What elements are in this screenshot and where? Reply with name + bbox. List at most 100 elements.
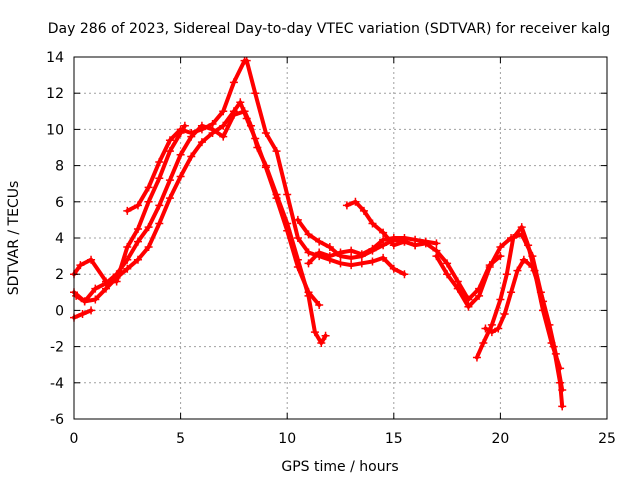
series-line [125,58,407,277]
data-point-marker [144,197,153,206]
data-point-marker [558,386,567,395]
data-point-marker [155,219,164,228]
data-point-marker [487,328,496,337]
data-point-marker [176,129,185,138]
data-point-marker [78,310,87,319]
y-tick-label: 6 [55,195,64,211]
data-point-marker [315,300,324,309]
data-point-marker [208,129,217,138]
data-point-marker [464,302,473,311]
data-point-marker [443,270,452,279]
axis-ticks [73,56,608,420]
series-track-4 [70,121,189,286]
data-point-marker [80,297,89,306]
data-point-marker [293,262,302,271]
data-point-marker [336,259,345,268]
data-point-marker [500,310,509,319]
y-tick-label: -6 [50,412,64,428]
x-axis-label: GPS time / hours [281,459,398,475]
data-point-marker [219,132,228,141]
series-track-7 [304,234,441,268]
data-point-marker [325,252,334,261]
data-point-marker [76,261,85,270]
data-point-marker [283,190,292,199]
y-tick-label: 2 [55,267,64,283]
data-point-marker [242,114,251,123]
data-series [70,56,567,411]
y-tick-label: 12 [46,86,64,102]
data-point-marker [517,223,526,232]
y-tick-label: 10 [46,122,64,138]
data-point-marker [144,183,153,192]
data-point-marker [304,259,313,268]
data-point-marker [443,259,452,268]
data-point-marker [219,107,228,116]
series-track-10 [472,223,565,373]
y-tick-label: 14 [46,50,64,66]
data-point-marker [368,219,377,228]
data-point-marker [187,129,196,138]
data-point-marker [236,98,245,107]
data-point-marker [536,288,545,297]
data-point-marker [310,328,319,337]
data-point-marker [133,255,142,264]
data-point-marker [123,264,132,273]
data-point-marker [379,253,388,262]
y-tick-label: 8 [55,159,64,175]
data-point-marker [545,320,554,329]
data-point-marker [261,163,270,172]
data-point-marker [472,353,481,362]
data-point-marker [453,284,462,293]
data-point-marker [165,147,174,156]
data-point-marker [558,402,567,411]
data-point-marker [496,243,505,252]
data-point-marker [272,194,281,203]
data-point-marker [101,284,110,293]
series-track-11 [481,255,567,395]
data-point-marker [347,261,356,270]
data-point-marker [87,255,96,264]
data-point-marker [481,324,490,333]
data-point-marker [176,150,185,159]
data-point-marker [389,241,398,250]
data-point-marker [91,284,100,293]
series-line [72,123,187,284]
data-point-marker [133,224,142,233]
data-point-marker [432,239,441,248]
data-point-marker [72,291,81,300]
data-point-marker [509,234,518,242]
data-point-marker [155,157,164,166]
data-point-marker [368,257,377,266]
data-point-marker [133,237,142,246]
data-point-marker [155,201,164,210]
data-point-marker [315,248,324,257]
data-point-marker [272,147,281,156]
data-point-marker [133,201,142,210]
data-point-marker [101,277,110,286]
data-point-marker [229,78,238,87]
x-tick-label: 5 [176,431,185,447]
data-point-marker [144,243,153,252]
data-point-marker [261,129,270,138]
data-point-marker [357,250,366,259]
data-point-marker [155,174,164,183]
series-track-3 [123,56,409,279]
data-point-marker [123,206,132,215]
data-point-marker [123,243,132,252]
x-tick-label: 15 [385,431,403,447]
data-point-marker [513,266,522,275]
data-point-marker [528,262,537,271]
data-point-marker [315,237,324,246]
data-point-marker [475,291,484,300]
data-point-marker [342,201,351,210]
y-tick-label: 4 [55,231,64,247]
data-point-marker [251,89,260,98]
data-point-marker [347,246,356,255]
data-point-marker [91,295,100,304]
y-tick-label: 0 [55,303,64,319]
data-point-marker [283,226,292,235]
data-point-marker [551,349,560,358]
data-point-marker [487,320,496,329]
data-point-marker [379,228,388,237]
